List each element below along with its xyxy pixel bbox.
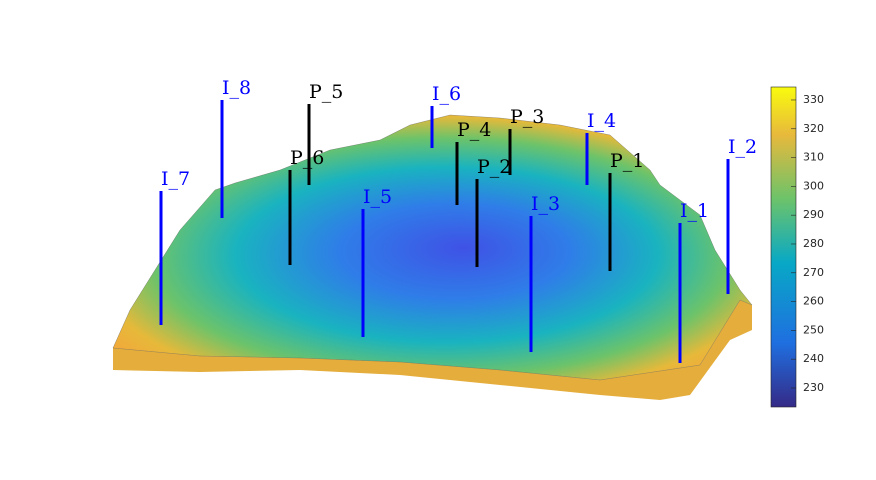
colorbar-tick-label: 240 [803, 352, 824, 365]
well-label: I_8 [222, 77, 251, 99]
well-label: P_6 [290, 147, 324, 169]
colorbar-tick-label: 310 [803, 151, 824, 164]
well-label: I_1 [680, 200, 709, 222]
well-label: I_5 [363, 186, 392, 208]
colorbar [770, 86, 797, 408]
well-label: I_6 [432, 83, 461, 105]
reservoir-side [113, 300, 752, 400]
colorbar-tick-label: 250 [803, 323, 824, 336]
well-label: P_2 [477, 156, 511, 178]
well-label: P_3 [510, 106, 544, 128]
reservoir-top [112, 114, 753, 381]
reservoir [112, 114, 753, 400]
well-label: I_2 [728, 136, 757, 158]
well-label: I_4 [587, 110, 616, 132]
colorbar-tick-label: 320 [803, 122, 824, 135]
colorbar-tick-label: 280 [803, 237, 824, 250]
colorbar-tick-label: 260 [803, 295, 824, 308]
well-label: I_3 [531, 193, 560, 215]
colorbar-tick-label: 300 [803, 179, 824, 192]
well-label: P_4 [457, 119, 491, 141]
well-label: P_1 [610, 150, 644, 172]
well-label: P_5 [309, 81, 343, 103]
well-label: I_7 [161, 168, 190, 190]
colorbar-tick-label: 330 [803, 93, 824, 106]
colorbar-tick-label: 270 [803, 266, 824, 279]
colorbar-tick-label: 230 [803, 381, 824, 394]
colorbar-tick-label: 290 [803, 208, 824, 221]
